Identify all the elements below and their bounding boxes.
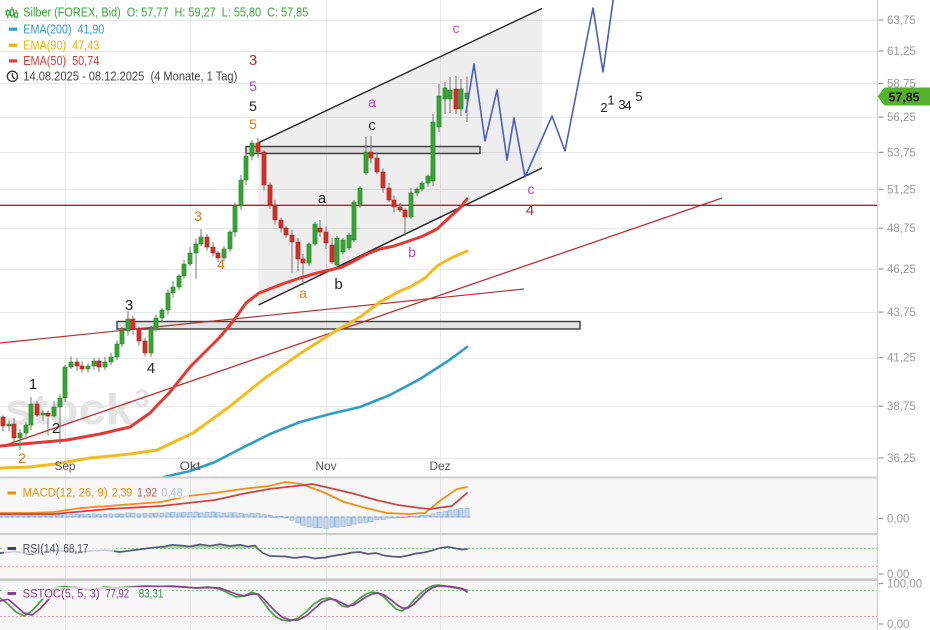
svg-text:58,75: 58,75 [887,78,916,90]
svg-text:2: 2 [52,420,60,437]
svg-text:3: 3 [249,52,257,69]
svg-text:Dez: Dez [430,459,451,473]
svg-text:c: c [368,117,376,134]
svg-text:43,75: 43,75 [887,307,916,319]
svg-text:b: b [334,276,342,293]
svg-text:68,17: 68,17 [63,543,88,555]
svg-text:Sep: Sep [55,459,76,473]
svg-text:100,00: 100,00 [887,579,922,591]
svg-text:1: 1 [607,93,614,108]
svg-text:a: a [368,94,376,110]
svg-text:EMA(200) 41,90: EMA(200) 41,90 [23,22,104,36]
svg-text:36,25: 36,25 [887,453,916,465]
svg-text:63,75: 63,75 [887,15,916,27]
svg-text:c: c [528,181,535,197]
svg-text:38,75: 38,75 [887,401,916,413]
svg-text:5: 5 [249,116,257,132]
svg-text:5: 5 [249,78,257,94]
svg-text:2: 2 [18,450,26,466]
svg-text:a: a [299,285,307,301]
svg-text:RSI(14): RSI(14) [23,543,60,555]
svg-text:0,00: 0,00 [887,619,909,630]
svg-text:SSTOC(5, 5, 3): SSTOC(5, 5, 3) [23,588,100,600]
svg-text:2,39: 2,39 [112,488,133,500]
svg-text:77,92: 77,92 [105,588,129,600]
svg-text:41,25: 41,25 [887,353,916,365]
svg-text:5: 5 [249,98,257,114]
svg-text:2: 2 [600,100,607,115]
svg-text:EMA(50) 50,74: EMA(50) 50,74 [23,54,99,68]
svg-text:0,00: 0,00 [887,514,909,526]
svg-text:Silber (FOREX, Bid) O: 57,77: Silber (FOREX, Bid) O: 57,77 H: 59,27 L:… [23,5,308,19]
svg-text:48,75: 48,75 [887,223,916,235]
svg-text:56,25: 56,25 [887,112,916,124]
svg-text:3: 3 [194,208,202,224]
svg-text:Okt: Okt [180,459,202,473]
svg-text:3: 3 [125,297,133,314]
svg-text:46,25: 46,25 [887,264,916,276]
svg-text:83,31: 83,31 [139,588,164,600]
svg-text:Nov: Nov [316,459,337,473]
svg-text:4: 4 [147,360,155,377]
svg-text:1: 1 [29,376,37,393]
svg-text:61,25: 61,25 [887,46,916,58]
svg-text:1,92: 1,92 [137,488,157,500]
svg-text:0,48: 0,48 [161,488,183,500]
svg-text:a: a [318,190,327,207]
svg-text:c: c [453,20,460,36]
svg-text:4: 4 [624,98,631,113]
svg-text:MACD(12, 26, 9): MACD(12, 26, 9) [23,488,108,500]
svg-text:4: 4 [217,256,225,272]
svg-text:53,75: 53,75 [887,147,916,159]
svg-text:14.08.2025 - 08.12.2025 (4 Mo: 14.08.2025 - 08.12.2025 (4 Monate, 1 Tag… [23,70,237,84]
svg-text:b: b [408,244,416,260]
svg-text:EMA(90) 47,43: EMA(90) 47,43 [23,38,99,52]
svg-text:3: 3 [135,385,149,413]
svg-text:0,00: 0,00 [887,569,909,581]
svg-text:57,85: 57,85 [889,89,920,104]
svg-text:5: 5 [635,89,642,104]
svg-text:51,25: 51,25 [887,184,916,196]
svg-text:3: 3 [618,97,625,112]
svg-text:4: 4 [526,202,534,219]
